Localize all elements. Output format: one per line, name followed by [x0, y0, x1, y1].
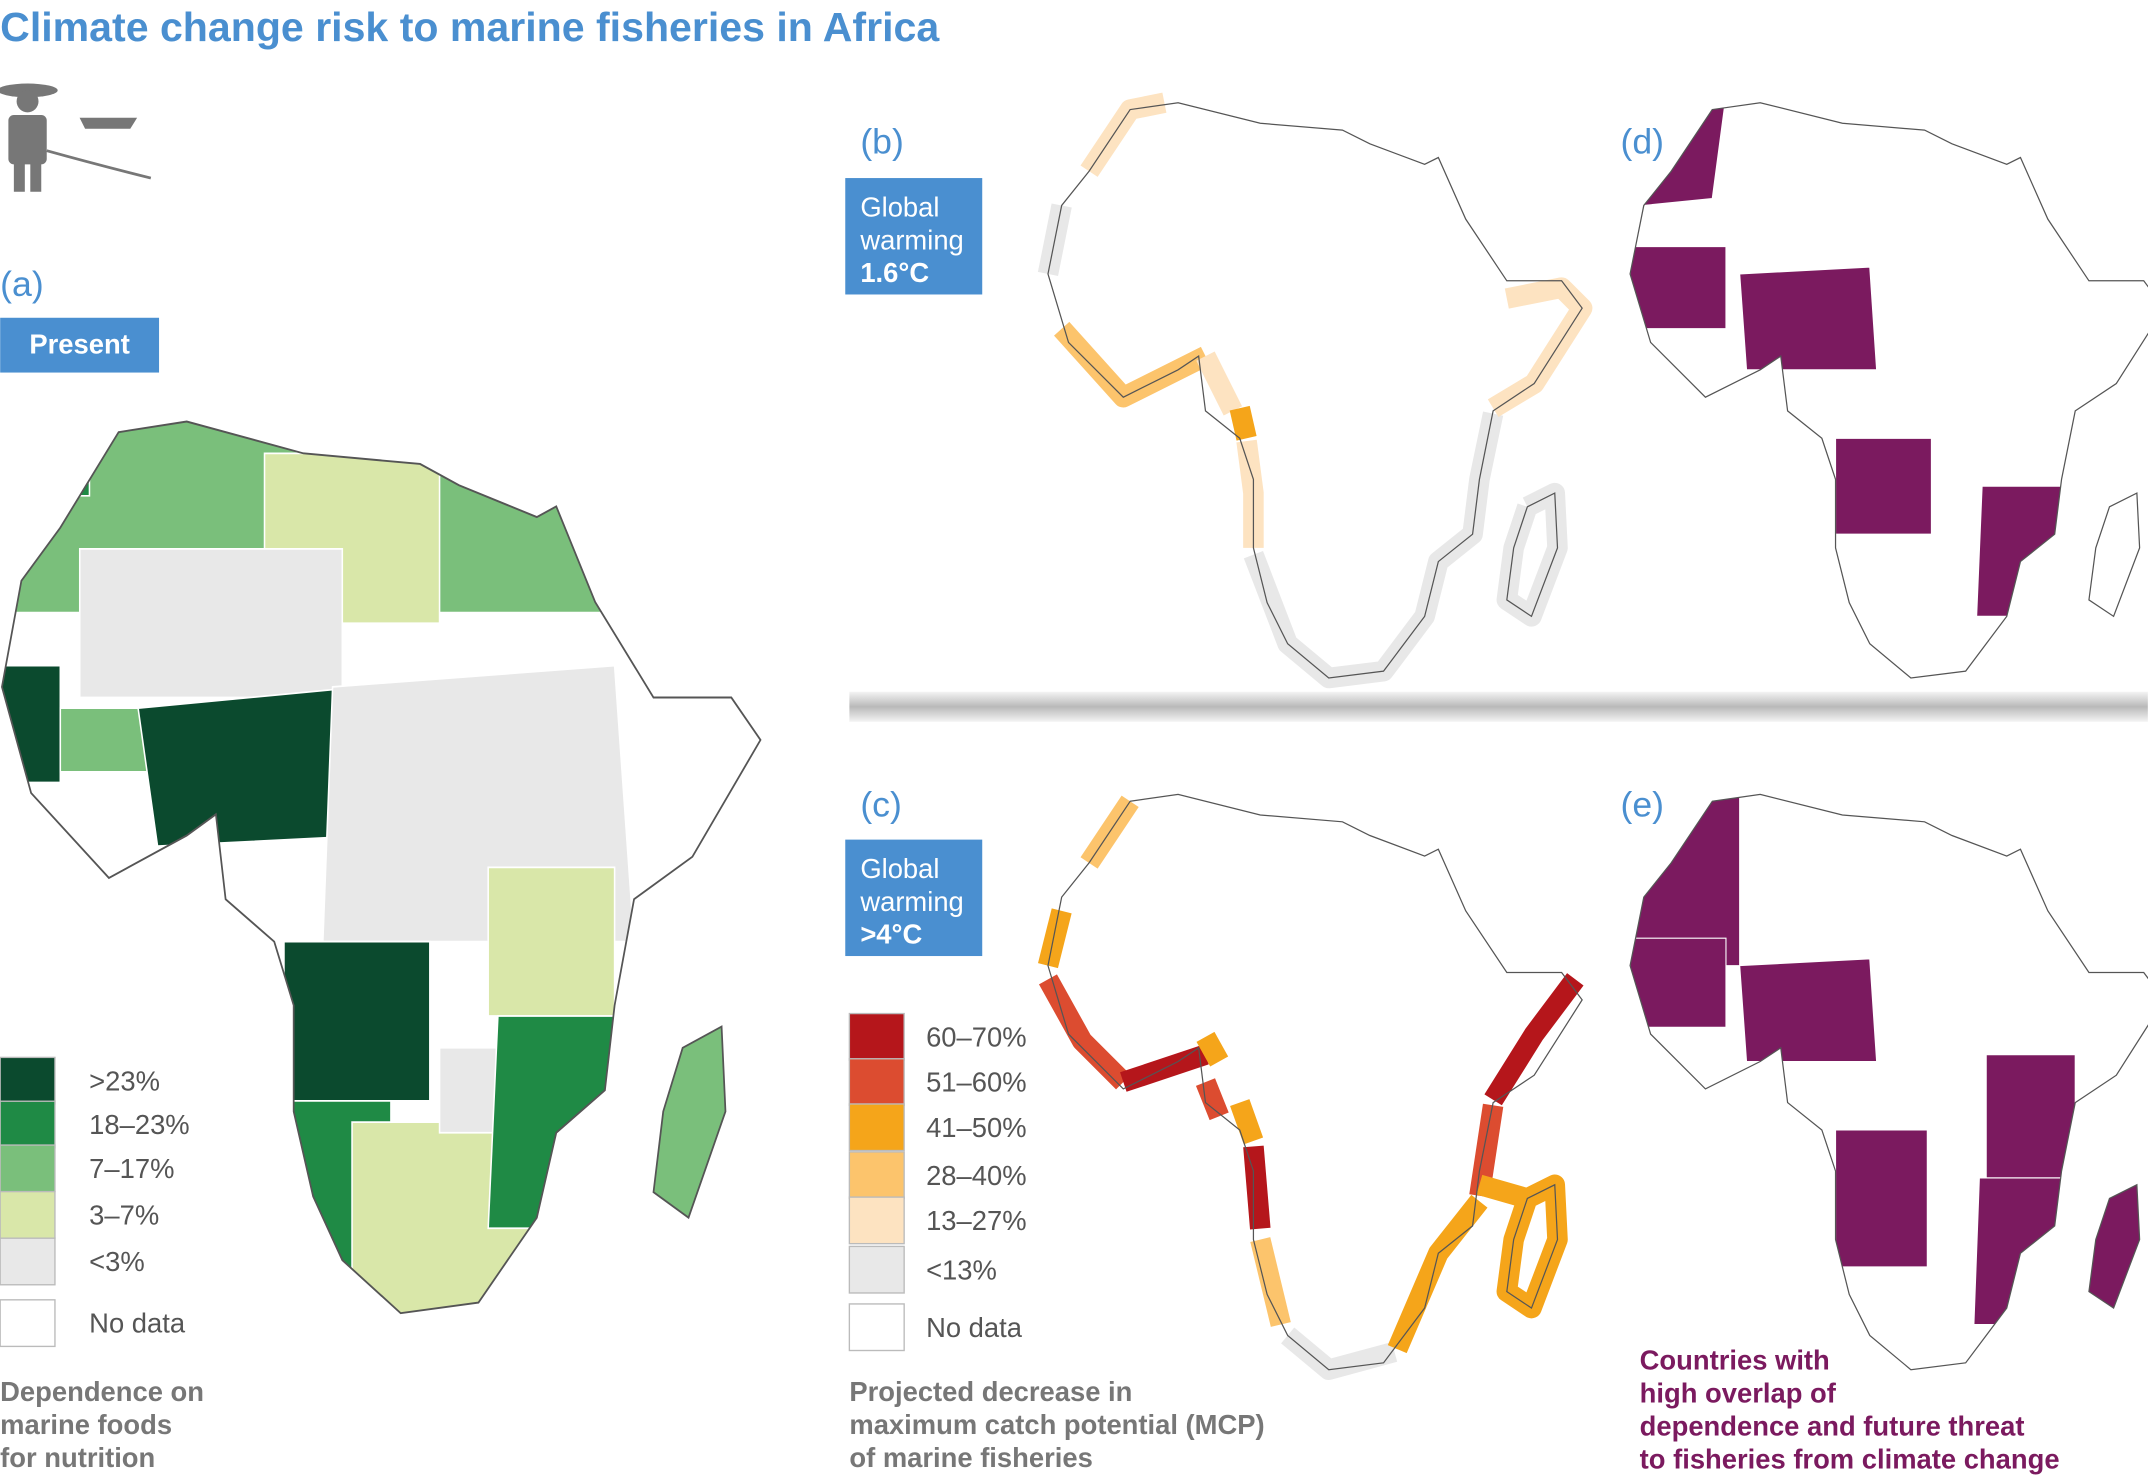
legend-swatch: [0, 1100, 56, 1149]
coastal-band: [1230, 1099, 1264, 1145]
coastal-band: [1195, 1078, 1229, 1121]
coastal-band: [1476, 1174, 1568, 1319]
legend-label: 18–23%: [89, 1109, 189, 1140]
badge-text: Present: [29, 328, 129, 359]
coastal-band: [1484, 973, 1584, 1106]
legend-swatch: [0, 1299, 56, 1348]
legend-caption: Projected decrease in: [849, 1376, 1132, 1407]
legend-swatch: [848, 1012, 905, 1061]
map: [1629, 102, 2148, 679]
region: [1739, 266, 1878, 371]
coastal-band: [1236, 439, 1264, 548]
badge-text: 1.6°C: [860, 257, 929, 288]
legend-swatch: [848, 1303, 905, 1352]
legend-label: <3%: [89, 1246, 145, 1277]
legend-label: 60–70%: [926, 1021, 1026, 1052]
legend-label: 13–27%: [926, 1205, 1026, 1236]
legend-swatch: [0, 1056, 56, 1105]
region: [1976, 485, 2070, 617]
legend-swatch: [848, 1151, 905, 1200]
badge-text: warming: [859, 224, 963, 255]
legend-swatch: [848, 1196, 905, 1245]
region: [10, 421, 91, 497]
legend-caption: of marine fisheries: [849, 1442, 1092, 1473]
overlap-caption: high overlap of: [1640, 1378, 1837, 1409]
legend-caption: Dependence on: [0, 1376, 204, 1407]
legend-caption: maximum catch potential (MCP): [849, 1409, 1264, 1440]
overlap-caption: Countries with: [1640, 1345, 1830, 1376]
region: [1739, 958, 1878, 1063]
map: [0, 420, 762, 1315]
region: [1, 664, 62, 784]
land: [2088, 493, 2140, 617]
title: Climate change risk to marine fisheries …: [0, 4, 940, 50]
legend-label: 28–40%: [926, 1160, 1026, 1191]
legend-label: >23%: [89, 1065, 160, 1096]
coastal-band: [1196, 1031, 1229, 1067]
coastal-band: [1250, 1237, 1291, 1327]
coastal-band: [1229, 405, 1257, 441]
legend-label: 3–7%: [89, 1199, 159, 1230]
regions: [1, 421, 761, 1314]
region: [487, 1015, 626, 1230]
region: [1834, 437, 1932, 535]
panel-label: (b): [860, 121, 904, 161]
badge-text: Global: [860, 853, 939, 884]
badge: [845, 839, 983, 957]
coastal-band: [1038, 974, 1131, 1090]
legend-label: <13%: [926, 1254, 997, 1285]
legend-caption: marine foods: [0, 1409, 172, 1440]
region: [1834, 1129, 1928, 1268]
panel-label: (a): [0, 264, 44, 304]
legends: >23% 18–23% 7–17% 3–7% <3% No data Dependence …: [0, 1012, 2060, 1474]
region: [633, 1004, 761, 1240]
badge-text: warming: [859, 886, 963, 917]
legend-swatch: [848, 1245, 905, 1294]
region: [1630, 245, 1727, 330]
legend-label: 7–17%: [89, 1153, 174, 1184]
fisher-icon: [0, 83, 152, 192]
badge: [845, 178, 983, 295]
region: [1630, 937, 1727, 1028]
legend-label: 41–50%: [926, 1112, 1026, 1143]
legend-label: No data: [926, 1312, 1023, 1343]
coastal-band: [1243, 1145, 1271, 1230]
region: [59, 707, 149, 773]
panel-label: (d): [1621, 121, 1665, 161]
panel-label: (c): [860, 784, 902, 824]
overlap-caption: to fisheries from climate change: [1640, 1443, 2060, 1474]
region: [1973, 1177, 2070, 1326]
map: [1038, 793, 1584, 1380]
badge-text: Global: [860, 191, 939, 222]
legend-swatch: [848, 1058, 905, 1107]
legend-swatch: [0, 1237, 56, 1286]
legend-swatch: [848, 1103, 905, 1152]
region: [78, 548, 344, 699]
region: [283, 940, 431, 1102]
map: [1629, 793, 2148, 1371]
region: [1985, 1054, 2076, 1179]
overlap-caption: dependence and future threat: [1640, 1410, 2025, 1441]
badge-text: >4°C: [860, 919, 922, 950]
map: [1037, 92, 1593, 689]
panel-label: (e): [1621, 784, 1665, 824]
maps: [0, 92, 2148, 1380]
legend-caption: for nutrition: [0, 1442, 155, 1473]
badge: [0, 317, 160, 373]
legend-label: 51–60%: [926, 1067, 1026, 1098]
legend-label: No data: [89, 1308, 186, 1339]
coastal-band: [1196, 351, 1243, 416]
legend-swatch: [0, 1190, 56, 1239]
legend-swatch: [0, 1144, 56, 1193]
divider: [849, 691, 2148, 722]
region: [487, 866, 616, 1017]
